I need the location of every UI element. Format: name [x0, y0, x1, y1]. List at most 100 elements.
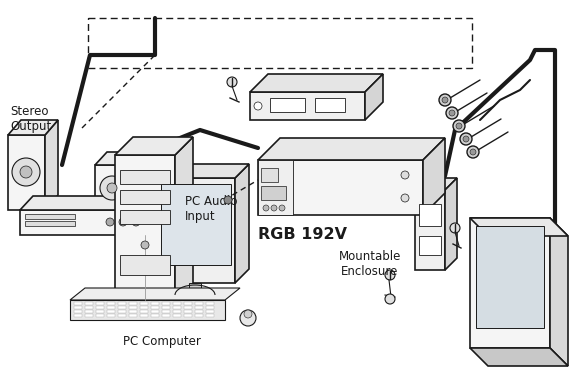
Polygon shape [70, 300, 225, 320]
Circle shape [271, 205, 277, 211]
Circle shape [401, 194, 409, 202]
Text: Stereo
Output: Stereo Output [10, 105, 51, 133]
Polygon shape [250, 74, 383, 92]
Polygon shape [129, 310, 137, 313]
Polygon shape [415, 178, 457, 190]
Polygon shape [161, 184, 231, 265]
Circle shape [456, 123, 462, 129]
Polygon shape [85, 302, 93, 305]
Polygon shape [261, 186, 286, 200]
Polygon shape [120, 210, 170, 224]
Polygon shape [206, 310, 214, 313]
Bar [88, 18, 472, 68]
Polygon shape [45, 120, 58, 210]
Circle shape [385, 270, 395, 280]
Polygon shape [95, 152, 142, 165]
Polygon shape [162, 306, 170, 309]
Polygon shape [315, 98, 345, 112]
Polygon shape [151, 314, 159, 317]
Polygon shape [96, 314, 104, 317]
Circle shape [385, 294, 395, 304]
Polygon shape [195, 306, 203, 309]
Circle shape [446, 107, 458, 119]
Polygon shape [415, 190, 445, 270]
Polygon shape [550, 218, 568, 366]
Circle shape [107, 183, 117, 193]
Polygon shape [20, 210, 145, 235]
Circle shape [224, 196, 232, 204]
Polygon shape [195, 310, 203, 313]
Polygon shape [419, 236, 441, 255]
Polygon shape [470, 218, 568, 236]
Circle shape [240, 310, 256, 326]
Polygon shape [184, 314, 192, 317]
Polygon shape [20, 196, 158, 210]
Polygon shape [235, 164, 249, 283]
Polygon shape [155, 178, 235, 283]
Circle shape [100, 176, 124, 200]
Text: RGB 192V: RGB 192V [258, 227, 347, 242]
Polygon shape [115, 137, 193, 155]
Polygon shape [151, 302, 159, 305]
Polygon shape [151, 310, 159, 313]
Polygon shape [195, 314, 203, 317]
Circle shape [20, 166, 32, 178]
Polygon shape [118, 310, 126, 313]
Circle shape [227, 77, 237, 87]
Polygon shape [206, 306, 214, 309]
Polygon shape [184, 310, 192, 313]
Polygon shape [155, 164, 249, 178]
Polygon shape [140, 314, 148, 317]
Polygon shape [96, 306, 104, 309]
Polygon shape [258, 138, 445, 160]
Circle shape [106, 218, 114, 226]
Circle shape [279, 205, 285, 211]
Circle shape [263, 205, 269, 211]
Polygon shape [145, 196, 158, 235]
Polygon shape [70, 288, 240, 300]
Polygon shape [261, 168, 278, 182]
Polygon shape [173, 306, 181, 309]
Polygon shape [258, 160, 293, 215]
Polygon shape [96, 310, 104, 313]
Polygon shape [8, 120, 58, 135]
Polygon shape [476, 226, 544, 328]
Polygon shape [175, 137, 193, 310]
Circle shape [450, 223, 460, 233]
Circle shape [463, 136, 469, 142]
Polygon shape [85, 306, 93, 309]
Polygon shape [170, 298, 220, 305]
Polygon shape [162, 310, 170, 313]
Polygon shape [140, 302, 148, 305]
Polygon shape [74, 306, 82, 309]
Polygon shape [445, 178, 457, 270]
Polygon shape [470, 348, 568, 366]
Polygon shape [419, 204, 441, 226]
Polygon shape [365, 74, 383, 120]
Polygon shape [151, 306, 159, 309]
Polygon shape [95, 165, 130, 212]
Polygon shape [162, 314, 170, 317]
Polygon shape [74, 314, 82, 317]
Text: PC Audio
Input: PC Audio Input [185, 195, 238, 223]
Polygon shape [85, 310, 93, 313]
Circle shape [119, 218, 127, 226]
Polygon shape [74, 302, 82, 305]
Polygon shape [184, 302, 192, 305]
Polygon shape [120, 255, 170, 275]
Polygon shape [270, 98, 305, 112]
Circle shape [132, 218, 140, 226]
Circle shape [460, 133, 472, 145]
Circle shape [244, 310, 252, 318]
Polygon shape [470, 218, 550, 348]
Text: PC Computer: PC Computer [123, 335, 201, 348]
Polygon shape [184, 306, 192, 309]
Polygon shape [85, 314, 93, 317]
Circle shape [467, 146, 479, 158]
Polygon shape [173, 314, 181, 317]
Polygon shape [74, 310, 82, 313]
Circle shape [453, 120, 465, 132]
Polygon shape [129, 306, 137, 309]
Polygon shape [162, 302, 170, 305]
Polygon shape [25, 221, 75, 226]
